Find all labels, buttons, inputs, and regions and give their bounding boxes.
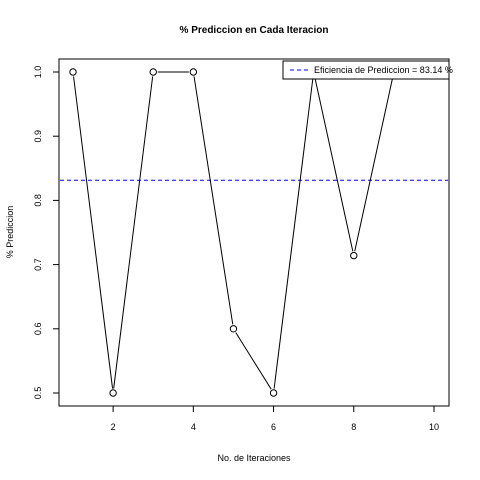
data-point: [269, 389, 278, 397]
y-tick-label: 0.9: [33, 130, 43, 143]
data-point: [350, 251, 358, 260]
y-tick-label: 0.5: [33, 387, 43, 400]
legend-label: Eficiencia de Prediccion = 83.14 %: [314, 65, 453, 75]
series-segment: [193, 76, 234, 325]
x-tick-label: 10: [429, 422, 439, 432]
y-tick-label: 0.6: [33, 323, 43, 336]
legend: Eficiencia de Prediccion = 83.14 %: [282, 60, 453, 80]
series-segment: [113, 76, 154, 389]
series-segment: [73, 76, 114, 389]
data-point: [189, 68, 198, 76]
y-axis-label: % Prediccion: [5, 206, 15, 259]
y-tick-label: 1.0: [33, 66, 43, 79]
y-tick-label: 0.7: [33, 258, 43, 271]
series-segment: [273, 76, 314, 389]
x-axis-label: No. de Iteraciones: [217, 453, 291, 463]
x-tick-label: 2: [111, 422, 116, 432]
legend-box: [282, 60, 450, 80]
y-tick-label: 0.8: [33, 194, 43, 207]
series-segment: [314, 76, 354, 252]
series-segment: [354, 76, 394, 252]
series-group: [69, 68, 438, 397]
x-tick-label: 4: [191, 422, 196, 432]
series-segment: [235, 332, 272, 390]
data-point: [149, 68, 157, 76]
data-point: [229, 325, 238, 333]
x-tick-label: 8: [351, 422, 356, 432]
data-point: [69, 68, 77, 76]
x-axis: 2 4 6 8 10: [111, 405, 439, 432]
y-axis: 0.5 0.6 0.7 0.8 0.9 1.0: [33, 66, 60, 400]
x-tick-label: 6: [271, 422, 276, 432]
data-point: [109, 389, 117, 397]
chart-title: % Prediccion en Cada Iteracion: [180, 25, 329, 36]
